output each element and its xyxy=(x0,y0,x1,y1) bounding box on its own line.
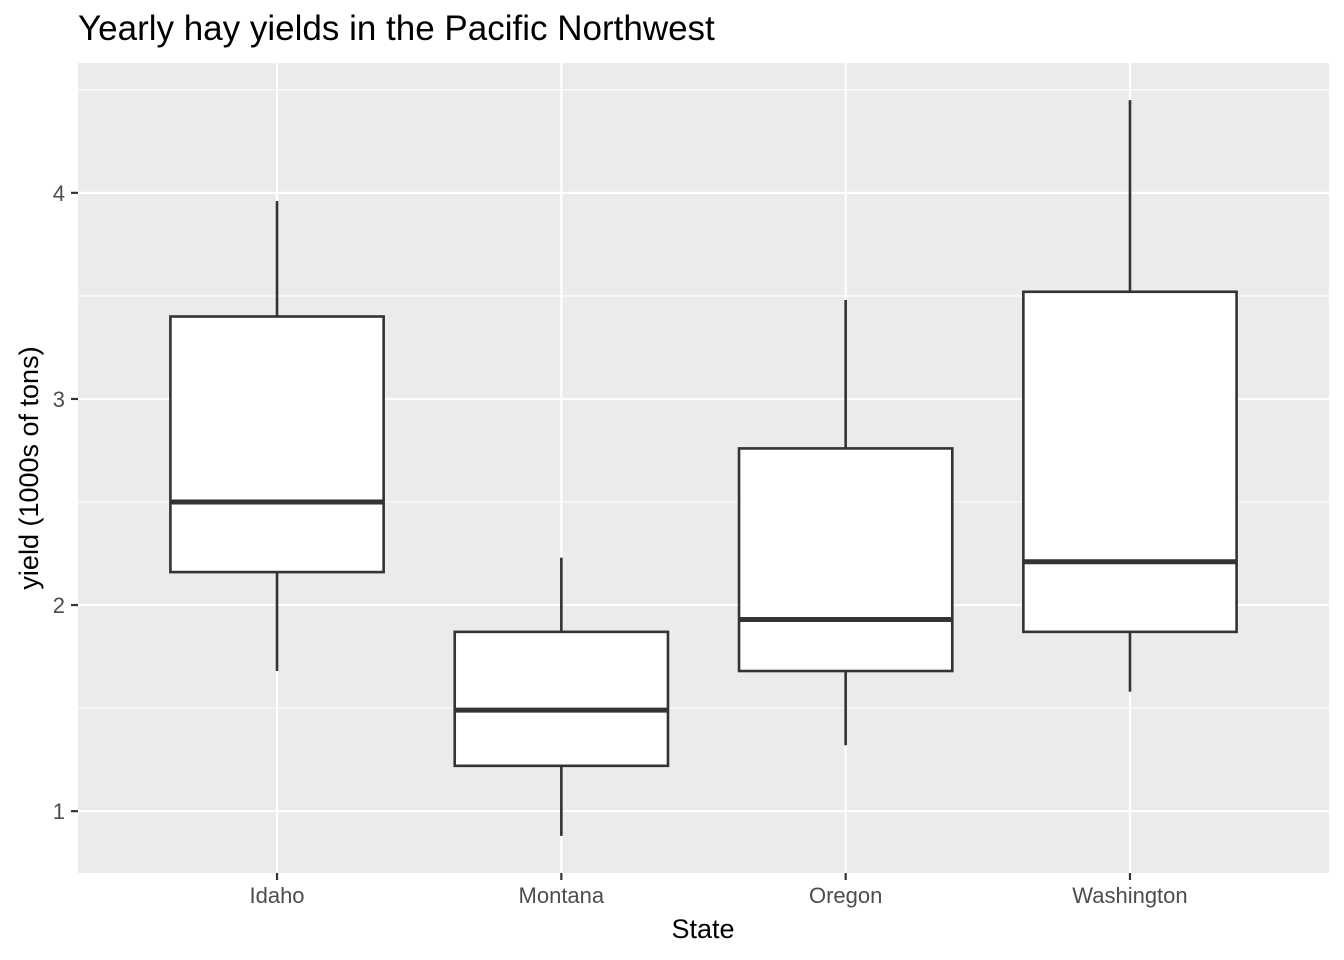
y-tick-label: 2 xyxy=(53,593,65,618)
box-oregon xyxy=(737,300,954,746)
y-axis: 1 2 3 4 xyxy=(53,181,78,824)
interquartile-box xyxy=(169,315,385,574)
interquartile-box xyxy=(1022,290,1238,634)
chart-title: Yearly hay yields in the Pacific Northwe… xyxy=(78,9,715,48)
y-tick-label: 4 xyxy=(53,181,65,206)
x-tick-label: Washington xyxy=(1072,883,1187,908)
interquartile-box xyxy=(453,630,670,768)
y-tick-label: 3 xyxy=(53,387,65,412)
x-axis-title: State xyxy=(671,914,734,944)
y-tick-label: 1 xyxy=(53,799,65,824)
box-idaho xyxy=(169,201,385,672)
interquartile-box xyxy=(737,447,954,673)
box-series xyxy=(169,100,1238,836)
x-tick-label: Oregon xyxy=(809,883,882,908)
box-washington xyxy=(1022,100,1238,692)
y-axis-title: yield (1000s of tons) xyxy=(14,346,44,589)
x-tick-label: Idaho xyxy=(249,883,304,908)
box-montana xyxy=(453,557,670,836)
x-tick-label: Montana xyxy=(519,883,605,908)
x-axis: Idaho Montana Oregon Washington xyxy=(249,873,1188,908)
